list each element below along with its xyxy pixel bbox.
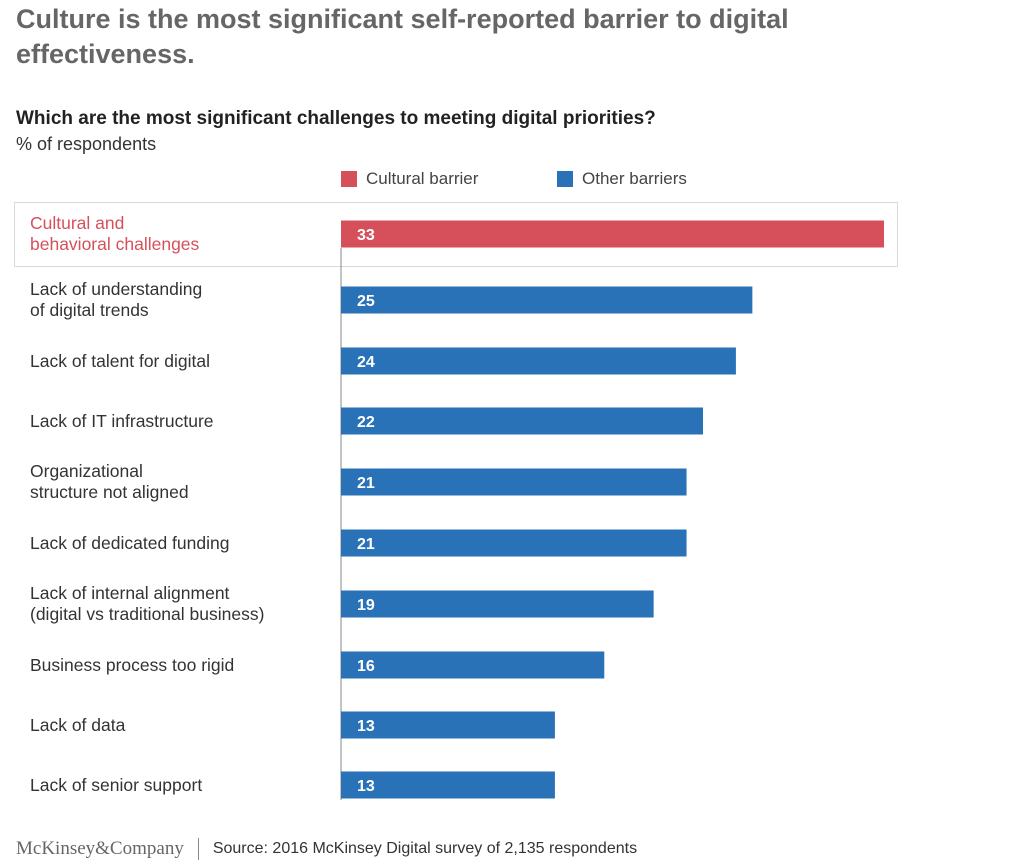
highlight-box xyxy=(14,202,898,267)
category-label-8: Lack of data xyxy=(30,714,126,735)
bar-4 xyxy=(341,468,687,496)
bar-value-label-1: 25 xyxy=(357,293,375,310)
legend-item-other: Other barriers xyxy=(557,169,687,189)
bar-value-label-6: 19 xyxy=(357,597,375,614)
bar-3 xyxy=(341,407,703,435)
unit-label: % of respondents xyxy=(16,134,157,154)
bar-value-label-3: 22 xyxy=(357,414,375,431)
legend-swatch-other xyxy=(557,171,573,187)
bar-0 xyxy=(341,220,884,248)
legend-swatch-cultural xyxy=(341,171,357,187)
source-note: Source: 2016 McKinsey Digital survey of … xyxy=(212,840,638,857)
category-label-3: Lack of IT infrastructure xyxy=(30,410,214,431)
footer: McKinsey&Company Source: 2016 McKinsey D… xyxy=(16,838,637,860)
bar-value-label-8: 13 xyxy=(357,718,375,735)
bar-6 xyxy=(341,590,654,618)
bar-value-label-0: 33 xyxy=(357,227,375,244)
bar-5 xyxy=(341,529,687,557)
bar-value-label-9: 13 xyxy=(357,778,375,795)
legend-item-cultural: Cultural barrier xyxy=(341,169,478,189)
bar-value-label-2: 24 xyxy=(357,354,375,371)
footer-divider xyxy=(197,838,199,860)
chart-title: Which are the most significant challenge… xyxy=(16,108,656,129)
chart-headline: Culture is the most significant self-rep… xyxy=(16,4,789,69)
bar-9 xyxy=(341,771,555,799)
bar-8 xyxy=(341,711,555,739)
bar-1 xyxy=(341,286,753,314)
bar-value-label-7: 16 xyxy=(357,658,375,675)
category-label-7: Business process too rigid xyxy=(30,654,235,675)
category-label-9: Lack of senior support xyxy=(30,774,203,795)
category-label-5: Lack of dedicated funding xyxy=(30,532,230,553)
bar-7 xyxy=(341,651,605,679)
bar-value-label-5: 21 xyxy=(357,536,375,553)
bar-value-label-4: 21 xyxy=(357,475,375,492)
category-label-4: Organizational structure not aligned xyxy=(30,461,189,502)
category-label-2: Lack of talent for digital xyxy=(30,350,210,371)
bar-2 xyxy=(341,347,736,375)
category-label-1: Lack of understanding of digital trends xyxy=(30,279,203,320)
legend-label-cultural: Cultural barrier xyxy=(366,169,479,188)
legend-label-other: Other barriers xyxy=(582,169,687,188)
category-label-0: Cultural and behavioral challenges xyxy=(30,213,200,254)
category-label-6: Lack of internal alignment (digital vs t… xyxy=(30,583,265,624)
company-logo: McKinsey&Company xyxy=(16,838,184,859)
